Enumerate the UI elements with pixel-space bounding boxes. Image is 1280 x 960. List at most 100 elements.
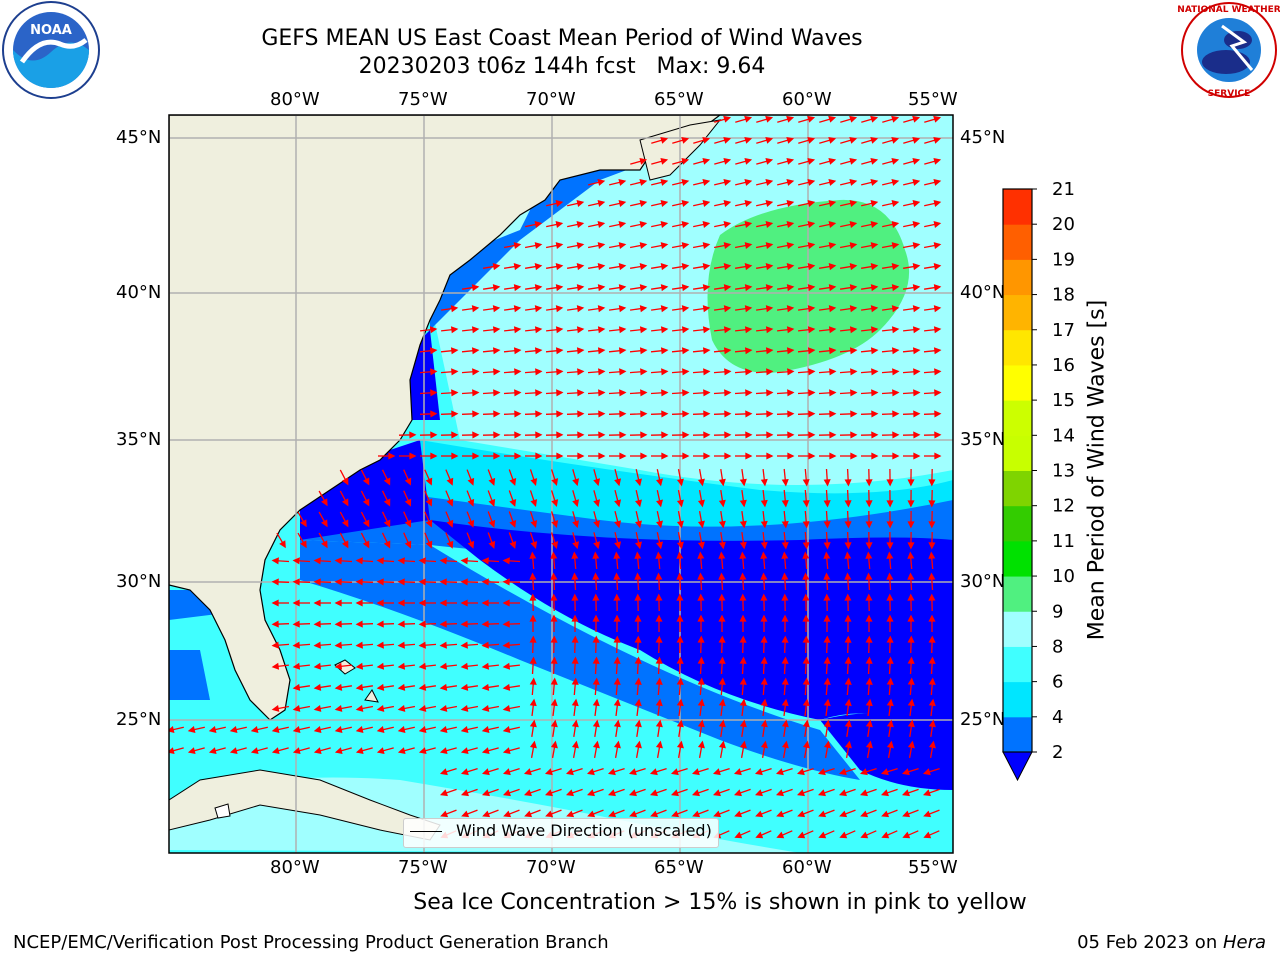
wind-wave-arrowhead bbox=[618, 347, 627, 355]
colorbar-segment bbox=[1003, 716, 1032, 753]
wind-wave-arrowhead bbox=[807, 326, 816, 334]
wind-wave-arrowhead bbox=[928, 719, 936, 728]
wind-wave-arrowhead bbox=[865, 500, 873, 508]
wind-wave-arrowhead bbox=[292, 662, 301, 670]
wind-wave-arrowhead bbox=[593, 541, 601, 550]
wind-wave-arrowhead bbox=[655, 656, 663, 664]
credit-date: 05 Feb 2023 on bbox=[1077, 932, 1223, 953]
wind-wave-arrowhead bbox=[566, 810, 575, 818]
wind-wave-arrowhead bbox=[844, 614, 852, 622]
wind-wave-arrowhead bbox=[187, 726, 196, 733]
wind-wave-arrowhead bbox=[823, 521, 831, 529]
wind-wave-arrowhead bbox=[529, 719, 537, 728]
lat-label-left: 25°N bbox=[116, 709, 162, 730]
wind-wave-arrowhead bbox=[781, 656, 789, 664]
wind-wave-arrowhead bbox=[902, 810, 911, 818]
lon-label-top: 65°W bbox=[654, 89, 704, 110]
wind-wave-arrowhead bbox=[718, 499, 726, 508]
wind-wave-arrowhead bbox=[430, 452, 438, 460]
wind-wave-arrowhead bbox=[682, 368, 690, 376]
colorbar-segment bbox=[1003, 681, 1032, 718]
wind-wave-arrowhead bbox=[481, 641, 489, 649]
wind-wave-arrowhead bbox=[376, 641, 384, 649]
wind-wave-arrowhead bbox=[786, 242, 795, 250]
wind-wave-arrowhead bbox=[656, 541, 663, 550]
wind-wave-arrowhead bbox=[440, 810, 449, 818]
wind-wave-arrowhead bbox=[572, 520, 580, 529]
wind-wave-arrowhead bbox=[739, 677, 747, 685]
wind-wave-arrowhead bbox=[613, 572, 621, 580]
wind-wave-arrowhead bbox=[786, 157, 795, 165]
wind-wave-arrowhead bbox=[425, 498, 433, 507]
wind-wave-arrowhead bbox=[451, 389, 459, 397]
wind-wave-arrowhead bbox=[313, 578, 321, 586]
wind-wave-arrowhead bbox=[724, 368, 732, 376]
wind-wave-arrowhead bbox=[681, 263, 690, 271]
wind-wave-arrowhead bbox=[739, 635, 747, 643]
wind-wave-arrowhead bbox=[502, 726, 511, 733]
wind-wave-arrowhead bbox=[460, 704, 469, 712]
wind-wave-arrowhead bbox=[807, 136, 816, 144]
wind-wave-arrowhead bbox=[671, 768, 679, 776]
wind-wave-arrowhead bbox=[760, 614, 768, 622]
wind-wave-arrowhead bbox=[550, 614, 558, 622]
wind-wave-arrowhead bbox=[891, 136, 900, 144]
wind-wave-arrowhead bbox=[870, 115, 879, 123]
wind-wave-arrowhead bbox=[802, 698, 810, 707]
wind-wave-arrowhead bbox=[697, 698, 705, 707]
colorbar-segment bbox=[1003, 646, 1032, 683]
wind-wave-arrowhead bbox=[734, 810, 743, 818]
wind-wave-arrowhead bbox=[808, 368, 816, 376]
wind-wave-arrowhead bbox=[718, 541, 726, 550]
wind-wave-arrowhead bbox=[571, 551, 579, 559]
wind-wave-arrowhead bbox=[723, 136, 732, 144]
wind-wave-arrowhead bbox=[418, 578, 426, 586]
wind-wave-arrowhead bbox=[697, 593, 705, 601]
wind-wave-arrowhead bbox=[655, 677, 663, 685]
wind-wave-arrowhead bbox=[913, 368, 921, 376]
wind-wave-arrowhead bbox=[208, 747, 217, 755]
map-area bbox=[169, 115, 953, 853]
wind-wave-arrowhead bbox=[639, 157, 648, 165]
noaa-logo: NOAA bbox=[2, 1, 100, 99]
wind-wave-arrowhead bbox=[634, 635, 642, 643]
wind-wave-arrowhead bbox=[341, 519, 349, 528]
wind-wave-arrowhead bbox=[472, 410, 480, 418]
wind-wave-arrowhead bbox=[739, 541, 747, 550]
wind-wave-arrowhead bbox=[828, 220, 837, 228]
wind-wave-arrowhead bbox=[829, 389, 837, 397]
wind-wave-arrowhead bbox=[807, 263, 816, 271]
wind-wave-arrowhead bbox=[376, 620, 384, 628]
wind-wave-arrowhead bbox=[676, 572, 684, 580]
wind-wave-arrowhead bbox=[509, 541, 517, 549]
wind-wave-arrowhead bbox=[472, 368, 480, 376]
wind-wave-arrowhead bbox=[597, 305, 606, 313]
wind-wave-arrowhead bbox=[550, 656, 558, 664]
wind-wave-arrowhead bbox=[577, 431, 585, 439]
wind-wave-arrowhead bbox=[781, 520, 789, 529]
wind-wave-arrowhead bbox=[907, 698, 915, 707]
wind-wave-arrowhead bbox=[702, 242, 711, 250]
wind-wave-arrowhead bbox=[787, 452, 795, 460]
wind-wave-arrowhead bbox=[891, 284, 900, 292]
wind-wave-arrowhead bbox=[550, 593, 558, 601]
wind-wave-arrowhead bbox=[460, 641, 468, 649]
wind-wave-arrowhead bbox=[765, 284, 774, 292]
wind-wave-arrowhead bbox=[923, 789, 931, 797]
wind-wave-arrowhead bbox=[697, 541, 705, 550]
wind-wave-arrowhead bbox=[681, 284, 690, 292]
wind-wave-arrowhead bbox=[744, 326, 753, 334]
colorbar-tick-label: 4 bbox=[1052, 707, 1063, 728]
wind-wave-arrowhead bbox=[808, 452, 816, 460]
wind-wave-arrowhead bbox=[865, 677, 873, 685]
lat-label-right: 40°N bbox=[960, 282, 1006, 303]
wind-wave-arrowhead bbox=[892, 431, 900, 439]
wind-wave-arrowhead bbox=[886, 635, 894, 643]
wind-wave-arrowhead bbox=[807, 115, 816, 123]
wind-wave-arrowhead bbox=[676, 698, 684, 707]
wind-wave-arrowhead bbox=[844, 500, 852, 508]
wind-wave-arrowhead bbox=[551, 478, 559, 486]
wind-wave-arrowhead bbox=[481, 683, 490, 691]
wind-wave-arrowhead bbox=[912, 179, 921, 186]
wind-wave-arrowhead bbox=[555, 263, 564, 271]
